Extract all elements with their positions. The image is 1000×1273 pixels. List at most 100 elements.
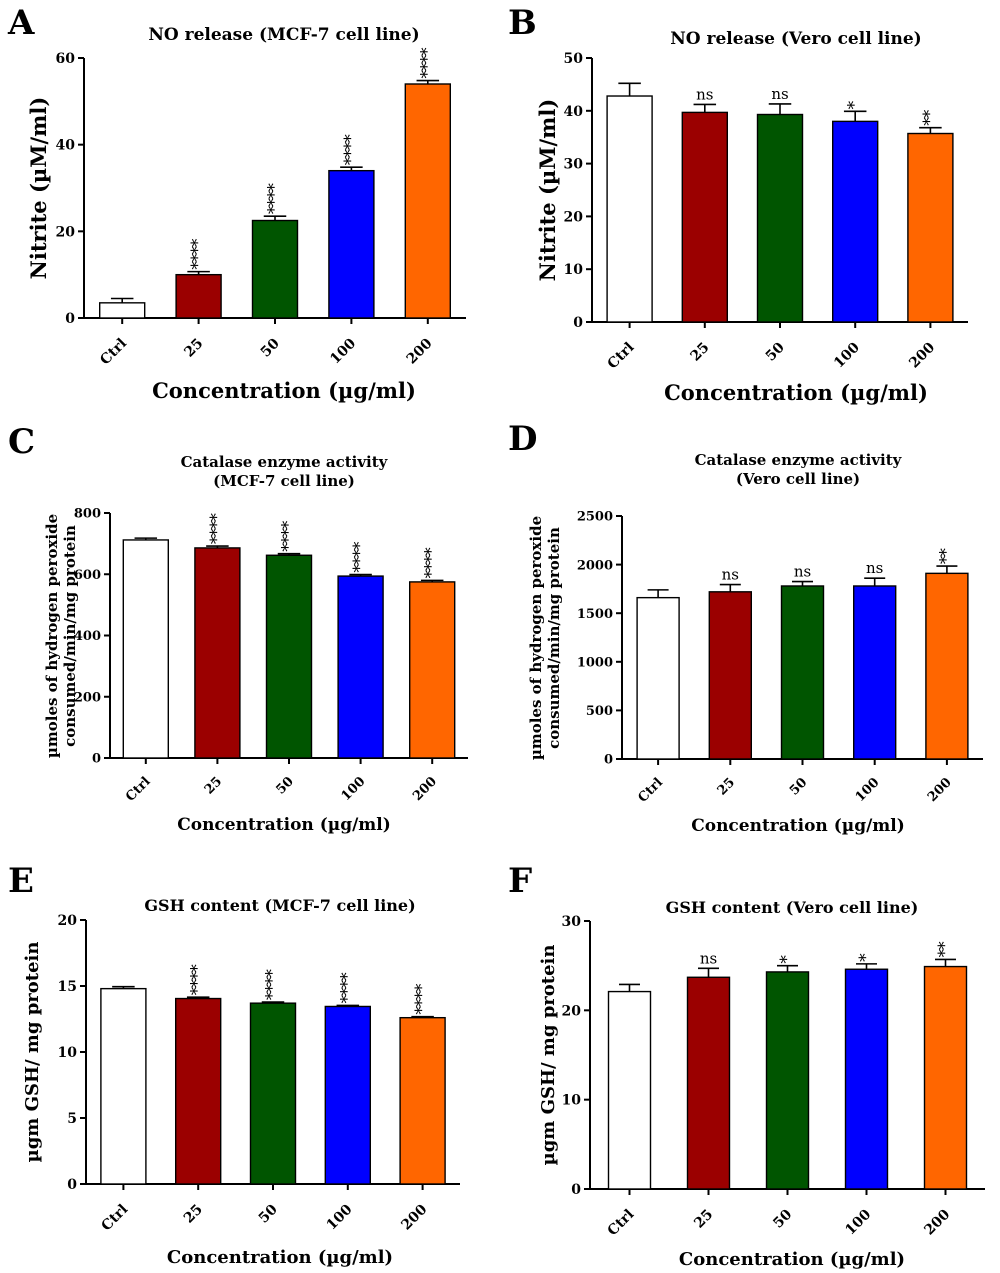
panel-d-ytick-label: 2500 <box>577 510 613 525</box>
panel-c-bar-ctrl <box>122 539 170 759</box>
panel-c-bar-25 <box>194 547 241 759</box>
panel-d-significance: ns <box>722 566 739 584</box>
panel-c-xtick-label: 25 <box>202 774 225 797</box>
panel-c-bar-50 <box>265 554 313 759</box>
panel-f-bar-25 <box>686 976 731 1190</box>
panel-e-xtick-label: 200 <box>398 1201 430 1233</box>
panel-a-bar-50 <box>251 219 299 319</box>
panel-d: D Catalase enzyme activity(Vero cell line… <box>508 419 983 836</box>
panel-e-significance: **** <box>263 969 283 1001</box>
panel-d-xtick-label: 25 <box>715 775 738 798</box>
panel-f-title-line: GSH content (Vero cell line) <box>666 898 919 917</box>
panel-e-xtick-label: 100 <box>324 1201 356 1233</box>
panel-a-xtick-label: 100 <box>327 335 359 367</box>
panel-e-xtick-label: Ctrl <box>98 1202 131 1235</box>
panel-f-xtick-label: 100 <box>842 1206 874 1238</box>
panel-a-significance: **** <box>417 47 437 79</box>
panel-e-xtick-label: 50 <box>256 1201 281 1226</box>
panel-e-ytick-label: 15 <box>58 979 77 995</box>
panel-b-ytick-label: 50 <box>564 51 584 67</box>
panel-b-significance: ** <box>920 109 940 126</box>
panel-b-bar-50 <box>756 113 804 323</box>
panel-f-xtick-label: 25 <box>691 1207 716 1232</box>
panel-d-ytick-label: 0 <box>604 753 613 768</box>
panel-e-ytick-label: 5 <box>67 1111 77 1127</box>
panel-d-y-axis-label: consumed/min/mg protein <box>545 527 563 749</box>
panel-c-ytick-label: 200 <box>74 690 101 705</box>
panel-d-xtick-label: Ctrl <box>635 775 666 806</box>
panel-c-y-axis-label: consumed/min/mg protein <box>61 525 79 747</box>
panel-d-letter: D <box>508 419 537 459</box>
panel-c-significance: **** <box>422 547 442 579</box>
panel-e-significance: **** <box>337 972 357 1004</box>
panel-b-significance: ns <box>696 85 713 103</box>
panel-c-xtick-label: Ctrl <box>123 774 154 805</box>
panel-e-xtick-label: 25 <box>181 1202 206 1227</box>
panel-f-significance: * <box>856 953 876 962</box>
panel-b-ytick-label: 10 <box>564 262 584 278</box>
panel-b-ytick-label: 40 <box>564 104 584 120</box>
panel-e-ytick-label: 20 <box>58 913 78 929</box>
panel-f-significance: ** <box>935 941 955 958</box>
panel-c-bar-100 <box>337 575 384 759</box>
panel-d-title-line: Catalase enzyme activity <box>695 451 903 469</box>
panel-f-ytick-label: 10 <box>562 1093 582 1109</box>
panel-e-ytick-label: 0 <box>67 1177 77 1193</box>
panel-c-title-line: (MCF-7 cell line) <box>213 472 355 490</box>
panel-a-letter: A <box>7 3 35 43</box>
panel-d-significance: ** <box>936 548 956 565</box>
panel-a-ytick-label: 20 <box>56 224 76 240</box>
panel-b-xtick-label: Ctrl <box>605 340 638 373</box>
panel-a-xtick-label: 50 <box>258 335 283 360</box>
panel-a-title-line: NO release (MCF-7 cell line) <box>148 25 419 45</box>
panel-b-bar-200 <box>907 132 954 323</box>
panel-e-ytick-label: 10 <box>58 1045 78 1061</box>
panel-c-xtick-label: 100 <box>339 774 369 804</box>
panel-c-bar-200 <box>409 581 456 759</box>
panel-f-letter: F <box>508 861 532 901</box>
panel-c-ytick-label: 600 <box>74 568 101 583</box>
panel-c-ytick-label: 400 <box>74 629 101 644</box>
panel-b-x-axis-label: Concentration (µg/ml) <box>664 380 928 405</box>
panel-b-title-line: NO release (Vero cell line) <box>670 29 921 49</box>
panel-b-bar-ctrl <box>606 95 653 323</box>
panel-b-y-axis-label: Nitrite (µM/ml) <box>535 99 560 282</box>
panel-d-bar-50 <box>780 585 825 760</box>
panel-a-bar-200 <box>404 83 451 319</box>
panel-d-significance: ns <box>866 559 883 577</box>
panel-e-significance: **** <box>188 964 208 996</box>
panel-b-ytick-label: 30 <box>564 157 584 173</box>
panel-c: C Catalase enzyme activity(MCF-7 cell lin… <box>8 422 468 835</box>
panel-a-xtick-label: Ctrl <box>97 336 130 369</box>
panel-a-ytick-label: 40 <box>56 138 76 154</box>
panel-a-ytick-label: 60 <box>56 51 76 67</box>
panel-a-xtick-label: 25 <box>181 336 206 361</box>
panel-e-significance: **** <box>412 983 432 1015</box>
panel-b-xtick-label: 100 <box>831 339 863 371</box>
panel-b-bar-25 <box>681 111 728 323</box>
panel-a: A NO release (MCF-7 cell line) 0 20 40 60 Ctrl… <box>7 3 466 403</box>
panel-f-xtick-label: 50 <box>770 1206 795 1231</box>
panel-e-bar-ctrl <box>100 987 147 1185</box>
panel-f-xtick-label: 200 <box>921 1206 953 1238</box>
panel-f-y-axis-label: µgm GSH/ mg protein <box>538 945 559 1166</box>
panel-c-x-axis-label: Concentration (µg/ml) <box>177 815 391 835</box>
panel-a-significance: **** <box>341 134 361 166</box>
panel-c-y-axis-label: µmoles of hydrogen peroxide <box>43 514 61 758</box>
panel-f-ytick-label: 0 <box>571 1182 581 1198</box>
panel-b-ytick-label: 0 <box>573 315 583 331</box>
panel-d-bar-100 <box>853 585 897 760</box>
panel-b-xtick-label: 50 <box>763 339 788 364</box>
panel-f-significance: * <box>777 955 797 964</box>
panel-b-significance: ns <box>771 85 788 103</box>
panel-e-y-axis-label: µgm GSH/ mg protein <box>22 942 43 1163</box>
panel-d-xtick-label: 200 <box>925 775 955 805</box>
panel-f: F GSH content (Vero cell line) 0 10 20 30 Ctrl… <box>508 861 985 1270</box>
panel-a-bar-ctrl <box>98 302 146 319</box>
panel-e-bar-100 <box>324 1005 371 1185</box>
panel-a-ytick-label: 0 <box>65 311 75 327</box>
panel-c-title-line: Catalase enzyme activity <box>181 453 389 471</box>
panel-f-xtick-label: Ctrl <box>605 1207 638 1240</box>
panel-a-significance: **** <box>265 183 285 215</box>
panel-e-letter: E <box>8 861 34 901</box>
